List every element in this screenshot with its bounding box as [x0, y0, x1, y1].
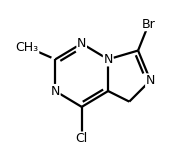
Text: N: N: [77, 37, 86, 50]
Text: Br: Br: [142, 18, 156, 31]
Text: CH₃: CH₃: [15, 40, 39, 54]
Text: N: N: [146, 74, 155, 87]
Text: N: N: [51, 85, 60, 98]
Text: Cl: Cl: [76, 132, 88, 145]
Text: N: N: [104, 53, 113, 66]
